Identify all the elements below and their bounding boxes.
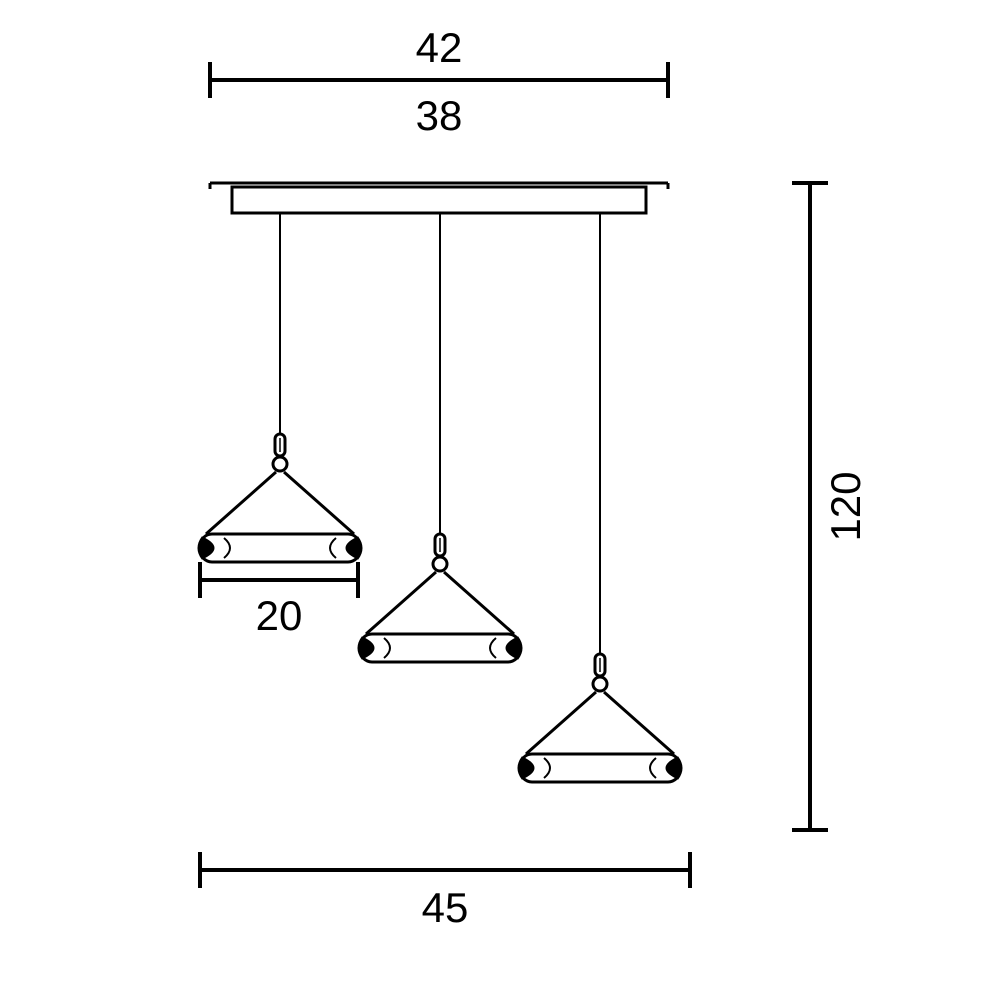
shade-side xyxy=(366,572,436,634)
shade-cap-right-edge xyxy=(650,758,656,778)
shade-cap-left xyxy=(358,637,374,659)
shade-cap-right-edge xyxy=(490,638,496,658)
shade-cap-left xyxy=(198,537,214,559)
dim-label-42: 42 xyxy=(416,24,463,71)
pendant-3 xyxy=(518,213,682,782)
pendant-joint xyxy=(433,557,447,571)
shade-side xyxy=(206,472,276,534)
shade-cap-left-edge xyxy=(224,538,230,558)
shade-cap-right xyxy=(506,637,522,659)
pendant-1 xyxy=(198,213,362,562)
dim-label-20: 20 xyxy=(256,592,303,639)
canopy-body xyxy=(232,187,646,213)
dim-label-120: 120 xyxy=(822,471,869,541)
shade-side xyxy=(526,692,596,754)
shade-side xyxy=(444,572,514,634)
shade-cap-left xyxy=(518,757,534,779)
pendant-joint xyxy=(593,677,607,691)
shade-cap-right xyxy=(666,757,682,779)
shade-side xyxy=(284,472,354,534)
pendant-joint xyxy=(273,457,287,471)
shade-cap-right xyxy=(346,537,362,559)
shade-cap-right-edge xyxy=(330,538,336,558)
dim-label-38: 38 xyxy=(416,92,463,139)
shade-cap-left-edge xyxy=(544,758,550,778)
shade-side xyxy=(604,692,674,754)
dim-label-45: 45 xyxy=(422,884,469,931)
pendant-lamp-diagram: 42 38 20 45 120 xyxy=(0,0,1000,1000)
pendant-2 xyxy=(358,213,522,662)
shade-cap-left-edge xyxy=(384,638,390,658)
